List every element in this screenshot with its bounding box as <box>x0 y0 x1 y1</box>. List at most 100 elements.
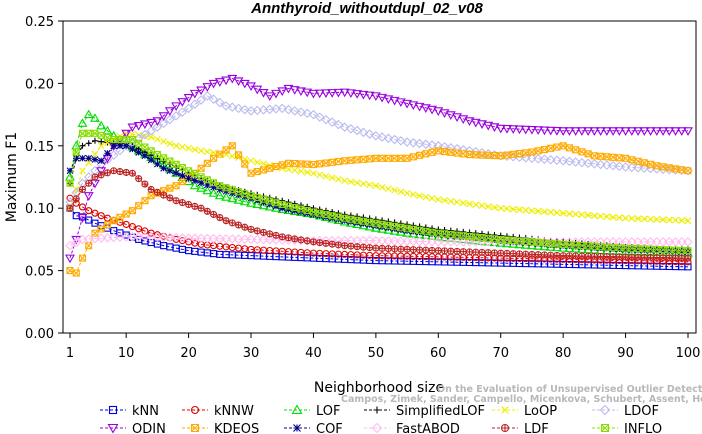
data-point-loop <box>384 185 392 193</box>
data-point-ldf <box>191 202 199 210</box>
data-point-ldf <box>578 252 586 260</box>
data-point-ldof <box>358 127 369 138</box>
data-point-ldf <box>85 179 93 187</box>
data-point-knnw <box>128 223 136 231</box>
data-point-ldof <box>202 91 213 101</box>
data-point-odin <box>427 105 438 115</box>
data-point-fastabod <box>146 232 156 242</box>
data-point-ldf <box>603 253 611 260</box>
data-point-kdeos <box>72 269 80 277</box>
data-point-odin <box>196 86 207 96</box>
data-point-cof <box>628 246 636 254</box>
data-point-cof <box>416 228 423 236</box>
data-point-lof <box>258 200 269 210</box>
data-point-ldof <box>215 97 225 108</box>
data-point-loop <box>335 175 342 183</box>
data-point-odin <box>508 125 519 134</box>
legend-marker-knnw <box>190 405 200 415</box>
data-point-fastabod <box>177 233 188 243</box>
data-point-kdeos <box>540 145 548 154</box>
data-point-cof <box>653 247 661 255</box>
data-point-loop <box>391 186 398 194</box>
data-point-kdeos <box>384 154 392 162</box>
data-point-kdeos <box>141 197 149 205</box>
data-point-fastabod <box>558 237 568 247</box>
data-point-ldof <box>115 145 125 156</box>
data-point-loop <box>466 200 473 208</box>
series-ldof <box>65 91 693 207</box>
data-point-odin <box>314 89 325 99</box>
data-point-loop <box>447 197 455 205</box>
data-point-ldf <box>210 210 218 218</box>
data-point-ldf <box>509 250 517 258</box>
data-point-fastabod <box>233 234 244 244</box>
data-point-simplifiedlof <box>291 200 298 207</box>
data-point-ldof <box>477 148 487 158</box>
data-point-odin <box>221 76 232 86</box>
data-point-fastabod <box>433 237 444 247</box>
data-point-fastabod <box>183 233 194 243</box>
data-point-ldf <box>472 248 480 256</box>
series-odin <box>65 74 693 264</box>
legend: kNN kNNW LOF SimplifiedLOF LoOP LDOF ODIN KDEOS… <box>100 404 662 434</box>
data-point-ldof <box>577 157 587 168</box>
data-point-loop <box>303 168 311 176</box>
data-point-odin <box>296 87 306 96</box>
data-point-simplifiedlof <box>429 225 436 232</box>
data-point-kdeos <box>135 202 143 210</box>
data-point-fastabod <box>196 233 206 244</box>
data-point-kdeos <box>116 213 124 221</box>
data-point-ldf <box>497 249 505 257</box>
data-point-odin <box>683 127 693 136</box>
data-point-ldf <box>97 171 105 179</box>
data-point-ldf <box>453 247 461 255</box>
data-point-cof <box>491 236 498 244</box>
data-point-ldf <box>366 244 374 252</box>
data-point-kdeos <box>428 148 436 156</box>
data-point-loop <box>185 144 192 152</box>
data-point-kdeos <box>684 167 692 175</box>
y-tick-label: 0.20 <box>25 77 54 92</box>
data-point-fastabod <box>620 237 631 247</box>
data-point-odin <box>520 125 531 135</box>
data-point-ldf <box>622 253 630 261</box>
data-point-odin <box>570 127 581 136</box>
data-point-lof <box>208 188 219 197</box>
data-point-ldf <box>584 252 592 260</box>
data-point-ldf <box>528 250 536 258</box>
data-point-cof <box>615 245 623 253</box>
data-point-knnw <box>85 207 93 215</box>
data-point-ldof <box>158 118 169 129</box>
data-point-ldof <box>414 138 425 149</box>
data-point-loop <box>434 196 442 203</box>
data-point-kdeos <box>316 160 324 168</box>
data-point-kdeos <box>234 151 243 159</box>
legend-marker-ldf <box>500 423 510 433</box>
data-point-loop <box>378 183 386 191</box>
data-point-loop <box>341 177 349 185</box>
data-point-ldof <box>639 163 650 173</box>
data-point-cof <box>634 246 642 254</box>
data-point-ldf <box>78 186 87 193</box>
data-point-simplifiedlof <box>91 137 98 144</box>
data-point-kdeos <box>553 143 561 151</box>
data-point-loop <box>572 210 580 218</box>
data-point-fastabod <box>271 235 281 245</box>
data-point-ldof <box>339 122 350 132</box>
data-point-odin <box>614 127 625 136</box>
data-point-simplifiedlof <box>335 210 342 217</box>
data-point-odin <box>327 89 338 98</box>
data-point-odin <box>208 79 219 89</box>
data-point-odin <box>358 90 369 100</box>
data-point-odin <box>545 126 556 136</box>
data-point-odin <box>127 123 138 133</box>
axis-ticks: 1 10 20 30 40 50 60 70 80 90 100 0.00 0.05 0.10 0.15 0.… <box>25 15 700 361</box>
data-point-ldof <box>177 107 188 117</box>
data-point-fastabod <box>664 237 675 247</box>
data-point-odin <box>308 89 319 99</box>
y-tick-label: 0.15 <box>25 140 54 155</box>
data-point-cof <box>534 240 542 248</box>
data-point-ldf <box>565 252 573 260</box>
data-point-odin <box>370 92 381 101</box>
data-point-ldof <box>133 133 144 144</box>
